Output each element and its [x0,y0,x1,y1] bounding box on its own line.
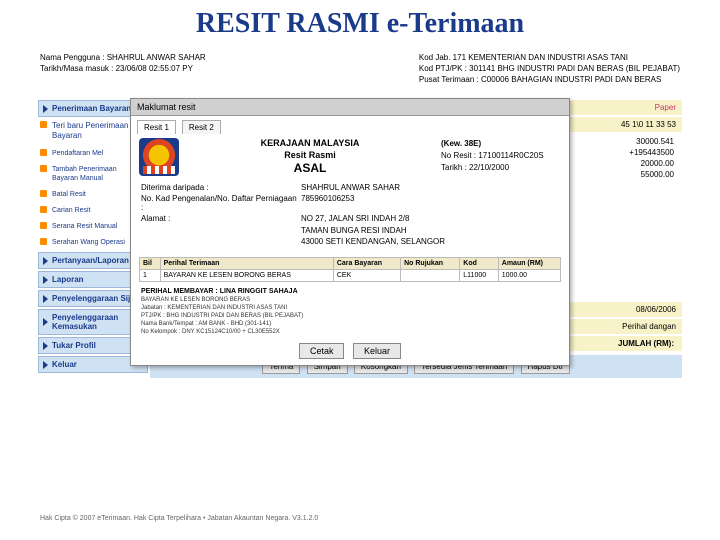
addr-line: TAMAN BUNGA RESI INDAH [301,225,559,236]
modal-title: Maklumat resit [131,99,569,116]
jab-value: KEMENTERIAN DAN INDUSTRI ASAS TANI [167,305,287,311]
ptj-value: BHG INDUSTRI PADI DAN BERAS (BIL PEJABAT… [166,313,303,319]
row-value: SHAHRUL ANWAR SAHAR [301,183,559,192]
receipt-country: KERAJAAN MALAYSIA [187,138,433,150]
th: Kod [460,258,498,270]
kew-label: (Kew. 38E) [441,138,561,150]
paper-label: Paper [655,103,676,112]
page-title: RESIT RASMI e-Terimaan [0,0,720,52]
bg-date: 08/06/2006 [636,305,676,314]
header: Nama Pengguna : SHAHRUL ANWAR SAHAR Tari… [0,52,720,86]
receipt-table: Bil Perihal Terimaan Cara Bayaran No Ruj… [139,257,561,282]
kod-jab: Kod Jab. 171 KEMENTERIAN DAN INDUSTRI AS… [419,52,680,63]
row-value: NO 27, JALAN SRI INDAH 2/8 [301,214,559,223]
perihal-line2: BAYARAN KE LESEN BORONG BERAS [131,297,569,305]
th: Perihal Terimaan [160,258,333,270]
nokira: No Kelompok : DNY KC15124C10/00 + CL30E5… [131,329,569,337]
crest-icon [139,138,179,176]
perihal-label: PERIHAL MEMBAYAR : [141,288,218,295]
td: CEK [333,270,400,282]
addr-line: 43000 SETI KENDANGAN, SELANGOR [301,236,559,247]
cetak-button[interactable]: Cetak [299,343,345,359]
row-value: 785960106253 [301,194,559,212]
td [401,270,460,282]
td: BAYARAN KE LESEN BORONG BERAS [160,270,333,282]
th: Cara Bayaran [333,258,400,270]
receipt-docname: Resit Rasmi [187,150,433,162]
kod-ptj: Kod PTJ/PK : 301141 BHG INDUSTRI PADI DA… [419,63,680,74]
bank-label: Nama Bank/Tempat : [141,321,197,327]
ptj-label: PTJ/PK : [141,313,165,319]
bg-ref: 45 1\0 11 33 53 [621,120,676,129]
th: Amaun (RM) [498,258,560,270]
row-label: Diterima daripada : [141,183,301,192]
row-label: No. Kad Pengenalan/No. Daftar Perniagaan… [141,194,301,212]
td: 1 [140,270,161,282]
pusat-terimaan: Pusat Terimaan : C00006 BAHAGIAN INDUSTR… [419,74,680,85]
row-label: Alamat : [141,214,301,223]
tarikh-value: 22/10/2000 [469,163,509,172]
tarikh-label: Tarikh : [441,163,467,172]
td: L11000 [460,270,498,282]
noresit-label: No Resit : [441,151,476,160]
tab-resit-1[interactable]: Resit 1 [137,120,176,134]
tab-resit-2[interactable]: Resit 2 [182,120,221,134]
perihal-value: LINA RINGGIT SAHAJA [220,288,298,295]
receipt-modal: Maklumat resit Resit 1 Resit 2 KERAJAAN … [130,98,570,366]
keluar-button[interactable]: Keluar [353,343,401,359]
td: 1000.00 [498,270,560,282]
footer-copyright: Hak Cipta © 2007 eTerimaan. Hak Cipta Te… [40,515,318,522]
bg-amount: +195443500 [604,148,674,157]
user-line: Nama Pengguna : SHAHRUL ANWAR SAHAR [40,52,206,63]
bg-amount: 55000.00 [604,170,674,179]
bank-value: AM BANK - BHD (301-141) [198,321,271,327]
noresit-value: 17100114R0C20S [478,151,543,160]
th: Bil [140,258,161,270]
login-time: Tarikh/Masa masuk : 23/06/08 02:55:07 PY [40,63,206,74]
receipt-asal: ASAL [187,161,433,177]
bg-amount: 30000.541 [604,137,674,146]
th: No Rujukan [401,258,460,270]
jab-label: Jabatan : [141,305,166,311]
bg-bar-label: Perihal dangan [622,322,676,331]
bg-amount: 20000.00 [604,159,674,168]
